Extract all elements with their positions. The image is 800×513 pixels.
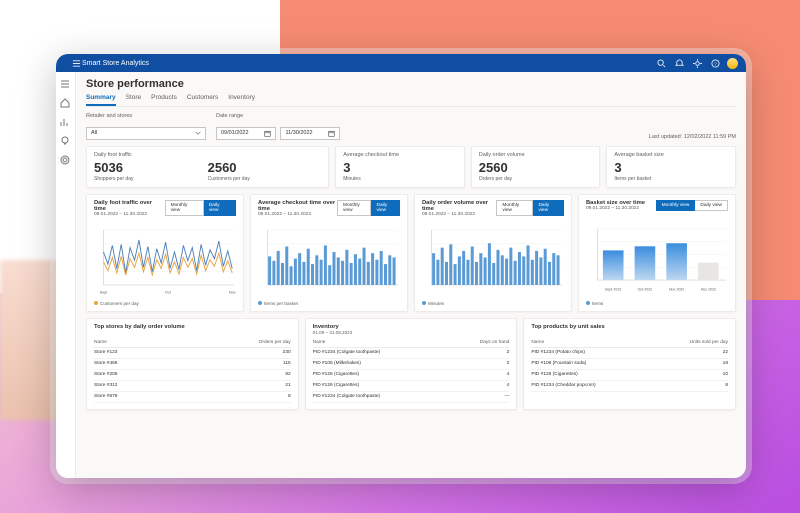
table-row[interactable]: PID #1234 (Potato chips)22	[531, 347, 728, 358]
rail-menu-icon[interactable]	[60, 76, 71, 87]
data-table: NameDays on handPID #1234 (Colgate tooth…	[313, 338, 510, 403]
svg-text:Dec 2022: Dec 2022	[701, 287, 716, 291]
table-top-stores: Top stores by daily order volume NameOrd…	[86, 318, 299, 410]
table-row[interactable]: PID #126 (Cigarettes)4	[313, 369, 510, 380]
table-header: Name	[531, 338, 654, 348]
svg-text:Nov: Nov	[229, 290, 236, 294]
chart-checkout: Average checkout time over time 09.01.20…	[250, 194, 408, 312]
date-range-label: Date range	[216, 113, 340, 119]
rail-chart-icon[interactable]	[60, 114, 71, 125]
kpi-checkout: Average checkout time 3 Minutes	[335, 146, 465, 188]
daily-view-button[interactable]: Daily view	[533, 200, 564, 216]
data-table: NameUnits sold per dayPID #1234 (Potato …	[531, 338, 728, 392]
table-row[interactable]: PID #1234 (Colgate toothpaste)—	[313, 391, 510, 402]
chart-orders: Daily order volume over time 09.01.2022 …	[414, 194, 572, 312]
avatar[interactable]	[727, 58, 738, 69]
retailer-label: Retailer and stores	[86, 113, 206, 119]
daily-view-button[interactable]: Daily view	[371, 200, 400, 216]
kpi-basket: Average basket size 3 Items per basket	[606, 146, 736, 188]
table-header: Days on hand	[449, 338, 509, 348]
data-table: NameOrders per dayStore #123230Store #45…	[94, 338, 291, 403]
svg-text:?: ?	[714, 61, 717, 66]
search-icon[interactable]	[655, 57, 667, 69]
titlebar: Smart Store Analytics ?	[56, 54, 746, 72]
kpi-customers-value: 2560	[208, 160, 322, 175]
daily-view-button[interactable]: Daily view	[204, 200, 236, 216]
table-row[interactable]: PID #1234 (Colgate toothpaste)2	[313, 347, 510, 358]
monthly-view-button[interactable]: Monthly view	[337, 200, 372, 216]
tablet-frame: Smart Store Analytics ? Store performanc…	[56, 54, 746, 478]
table-row[interactable]: PID #126 (Cigarettes)10	[531, 369, 728, 380]
table-row[interactable]: PID #106 (Milkshakes)2	[313, 358, 510, 369]
calendar-icon	[264, 130, 271, 137]
calendar-icon	[328, 130, 335, 137]
svg-text:Sept 2022: Sept 2022	[605, 287, 621, 291]
monthly-view-button[interactable]: Monthly view	[656, 200, 696, 211]
tab-inventory[interactable]: Inventory	[228, 94, 255, 106]
settings-icon[interactable]	[691, 57, 703, 69]
left-rail	[56, 72, 76, 478]
bar-chart	[422, 217, 564, 298]
table-inventory: Inventory 01.09 – 31.08.2022 NameDays on…	[305, 318, 518, 410]
table-header: Orders per day	[177, 338, 290, 348]
app-title: Smart Store Analytics	[82, 60, 649, 67]
line-chart: Sept Oct Nov	[94, 217, 236, 298]
app-menu-icon[interactable]	[70, 57, 82, 69]
monthly-view-button[interactable]: Monthly view	[496, 200, 533, 216]
kpi-shoppers-value: 5036	[94, 160, 208, 175]
table-header: Name	[313, 338, 450, 348]
tab-store[interactable]: Store	[126, 94, 142, 106]
help-icon[interactable]: ?	[709, 57, 721, 69]
table-row[interactable]: Store #456115	[94, 358, 291, 369]
table-row: Top stores by daily order volume NameOrd…	[86, 318, 736, 410]
table-row[interactable]: PID #126 (Cigarettes)4	[313, 380, 510, 391]
table-header: Units sold per day	[654, 338, 728, 348]
table-row[interactable]: Store #6788	[94, 391, 291, 402]
kpi-foot-traffic: Daily foot traffic 5036 Shoppers per day…	[86, 146, 329, 188]
tab-customers[interactable]: Customers	[187, 94, 218, 106]
tab-products[interactable]: Products	[151, 94, 177, 106]
main-content: Store performance Summary Store Products…	[76, 72, 746, 478]
svg-text:Oct 2022: Oct 2022	[638, 287, 653, 291]
table-row[interactable]: Store #123230	[94, 347, 291, 358]
date-to-input[interactable]: 11/30/2022	[280, 127, 340, 140]
chevron-down-icon	[195, 130, 201, 136]
svg-text:Sept: Sept	[100, 290, 109, 294]
tab-summary[interactable]: Summary	[86, 94, 116, 106]
table-top-products: Top products by unit sales NameUnits sol…	[523, 318, 736, 410]
kpi-orders: Daily order volume 2560 Orders per day	[471, 146, 601, 188]
bar-chart	[258, 217, 400, 298]
table-row[interactable]: PID #1234 (Cheddar popcorn)8	[531, 380, 728, 391]
table-row[interactable]: PID #106 (Fountain soda)18	[531, 358, 728, 369]
filter-bar: Retailer and stores All Date range 09/01…	[86, 113, 736, 140]
bar-chart: Sept 2022 Oct 2022 Nov 2022 Dec 2022	[586, 211, 728, 298]
last-updated: Last updated: 12/02/2022 11:59 PM	[649, 134, 736, 140]
chart-legend: Customers per day	[94, 301, 236, 306]
rail-bulb-icon[interactable]	[60, 133, 71, 144]
view-toggle: Monthly view Daily view	[165, 200, 236, 216]
rail-home-icon[interactable]	[60, 95, 71, 106]
rail-gear-icon[interactable]	[60, 152, 71, 163]
chart-foot-traffic: Daily foot traffic over time 09.01.2022 …	[86, 194, 244, 312]
daily-view-button[interactable]: Daily view	[695, 200, 728, 211]
table-row[interactable]: Store #31221	[94, 380, 291, 391]
table-header: Name	[94, 338, 177, 348]
svg-text:Nov 2022: Nov 2022	[669, 287, 684, 291]
chart-basket: Basket size over time 09.01.2022 – 11.30…	[578, 194, 736, 312]
monthly-view-button[interactable]: Monthly view	[165, 200, 204, 216]
chart-row: Daily foot traffic over time 09.01.2022 …	[86, 194, 736, 312]
retailer-value: All	[91, 130, 97, 136]
tabs: Summary Store Products Customers Invento…	[86, 94, 736, 107]
page-title: Store performance	[86, 78, 736, 90]
retailer-select[interactable]: All	[86, 127, 206, 140]
table-row[interactable]: Store #20582	[94, 369, 291, 380]
svg-text:Oct: Oct	[165, 290, 172, 294]
date-from-input[interactable]: 09/01/2022	[216, 127, 276, 140]
notification-icon[interactable]	[673, 57, 685, 69]
kpi-row: Daily foot traffic 5036 Shoppers per day…	[86, 146, 736, 188]
